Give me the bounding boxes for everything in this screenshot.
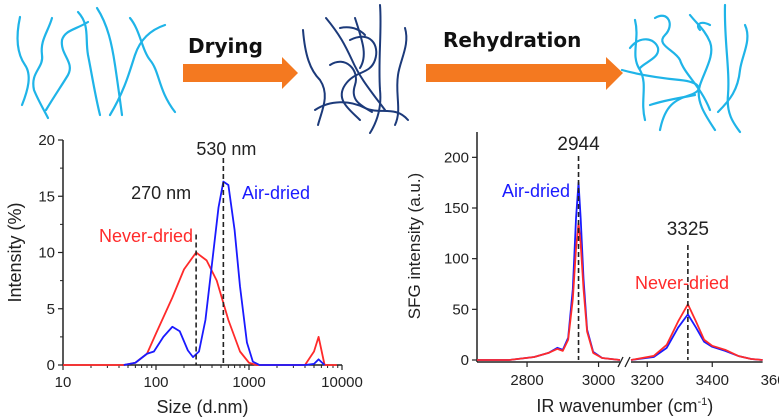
y-tick-label: 50	[452, 301, 469, 318]
x-tick-label: 2800	[510, 372, 543, 389]
wet-fibers-before	[16, 6, 177, 120]
annotation-label-2944: 2944	[557, 134, 600, 155]
series-line-air-dried-left	[477, 181, 621, 361]
dls-size-distribution-chart: 10 100 1000 10000 0 5 10 15 20 Size (d.nm) Intensi…	[5, 132, 363, 417]
dried-fiber-network	[302, 4, 409, 134]
y-tick-label: 10	[38, 245, 55, 262]
series-line-never-dried-left	[477, 222, 621, 361]
series-line-air-dried	[123, 180, 326, 366]
x-tick-label: 3600	[761, 372, 779, 389]
x-tick-label: 3000	[582, 372, 615, 389]
rehydration-label: Rehydration	[443, 28, 581, 52]
y-tick-label: 0	[47, 357, 55, 374]
y-axis-label: SFG intensity (a.u.)	[405, 173, 424, 319]
x-axis-label: Size (d.nm)	[156, 397, 248, 417]
annotation-label-3325: 3325	[667, 219, 709, 240]
drying-label: Drying	[188, 34, 263, 58]
x-tick-label: 3400	[696, 372, 729, 389]
y-axis-label: Intensity (%)	[5, 202, 25, 302]
x-tick-label: 10	[55, 374, 72, 391]
series-line-never-dried-right	[630, 303, 763, 361]
sfg-spectrum-chart: 2800 3000 3200 3400 3600 0 50 100 150 200 IR waven…	[405, 132, 779, 416]
rehydration-arrow	[426, 57, 623, 90]
annotation-label-270: 270 nm	[131, 183, 191, 203]
x-tick-label: 1000	[232, 374, 265, 391]
series-label-air-dried: Air-dried	[502, 181, 570, 201]
y-tick-label: 5	[47, 301, 55, 318]
series-label-air-dried: Air-dried	[242, 183, 310, 203]
y-tick-label: 20	[38, 132, 55, 149]
y-tick-label: 200	[444, 149, 469, 166]
y-tick-label: 150	[444, 200, 469, 217]
y-tick-label: 0	[461, 352, 469, 369]
y-tick-label: 100	[444, 251, 469, 268]
y-tick-label: 15	[38, 188, 55, 205]
series-label-never-dried: Never-dried	[99, 226, 193, 246]
x-tick-label: 3200	[631, 372, 664, 389]
annotation-label-530: 530 nm	[196, 139, 256, 159]
series-label-never-dried: Never-dried	[635, 273, 729, 293]
axis-break-mark	[617, 356, 631, 368]
drying-arrow	[183, 57, 298, 89]
wet-fibers-after	[620, 3, 749, 134]
x-tick-label: 100	[143, 374, 168, 391]
x-axis-label: IR wavenumber (cm-1)	[536, 396, 713, 416]
x-tick-label: 10000	[321, 374, 363, 391]
